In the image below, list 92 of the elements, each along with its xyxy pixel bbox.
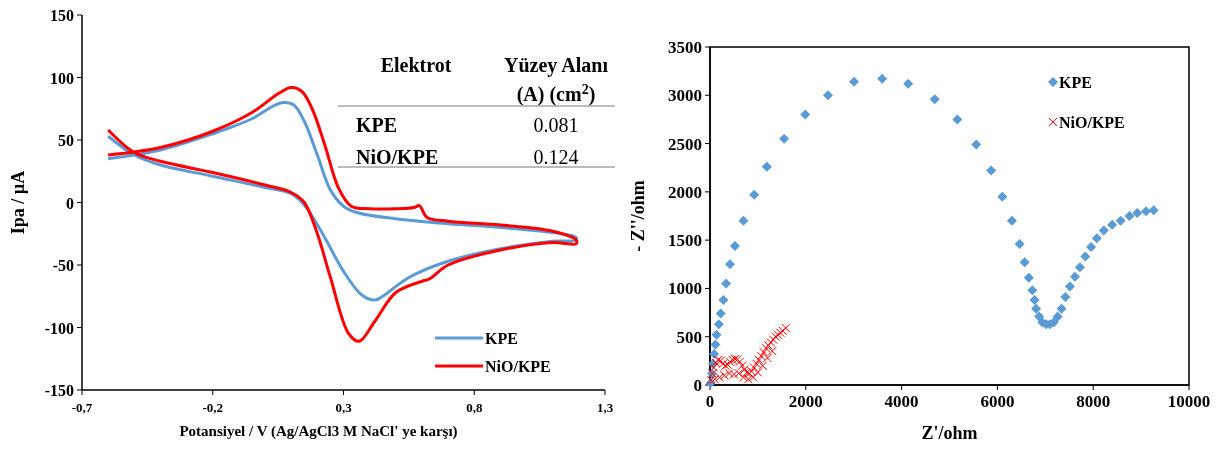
annotation: KPE [356,114,398,136]
point [877,73,888,84]
x-tick-label: 0,8 [466,400,483,415]
point [1023,272,1034,283]
y-tick-label: 50 [58,132,74,149]
legend-label: NiO/KPE [1059,114,1125,131]
point [1034,311,1045,322]
annotation: (A) (cm$^{2}$) [516,81,596,106]
y-tick-label: 1000 [668,279,702,299]
point [800,109,811,120]
point [903,78,914,89]
legend-label: KPE [1059,74,1092,91]
point [1074,262,1085,273]
point [929,94,940,105]
y-tick-label: 0 [693,376,702,395]
point [715,308,726,319]
point [761,161,772,172]
point [997,191,1008,202]
x-tick-label: 1,3 [596,400,614,415]
point [710,374,720,384]
point [729,240,740,251]
point [718,295,729,306]
y-tick-label: 2000 [668,182,702,202]
x-tick-label: -0,7 [71,400,93,415]
point [724,259,735,270]
point [713,319,724,330]
point [1064,281,1075,292]
y-tick-label: 0 [66,194,74,212]
point [749,189,760,200]
point [1056,303,1067,314]
y-tick-label: 500 [676,327,702,347]
point [1069,271,1080,282]
annotation: NiO/KPE [356,146,439,168]
y-tick-label: 3500 [668,38,702,57]
y-axis-title: - Z''/ohm [628,180,648,252]
y-tick-label: 3000 [668,86,702,106]
x-tick-label: 8000 [1076,392,1111,411]
annotation: 0.124 [533,146,579,168]
point [1006,215,1017,226]
x-tick-label: 4000 [884,392,919,411]
x-tick-label: 0 [705,392,715,411]
point [721,278,732,289]
annotation: 0.081 [533,114,579,136]
point [1107,219,1118,230]
y-axis-title: Ipa / µA [8,170,28,235]
point [1014,239,1025,250]
legend-label: NiO/KPE [485,358,551,375]
x-axis-title: Z'/ohm [921,423,978,443]
point [971,139,982,150]
point [1086,241,1097,252]
legend-label: KPE [485,330,518,347]
point [1132,208,1143,219]
point [849,76,860,87]
x-axis-title: Potansiyel / V (Ag/AgCl3 M NaCl' ye karşı) [179,423,458,440]
point [710,339,721,350]
point [986,165,997,176]
point [952,114,963,125]
point [709,363,719,373]
point [1140,206,1151,217]
point [1027,285,1038,296]
point [1091,233,1102,244]
point [1115,215,1126,226]
x-tick-label: 0,3 [335,400,353,415]
annotation: Yüzey Alanı [504,54,609,77]
y-tick-label: -50 [52,257,74,274]
point [1080,251,1091,262]
y-tick-label: 2500 [668,134,702,154]
x-tick-label: 6000 [980,392,1015,411]
annotation: Elektrot [380,54,452,76]
point [1029,295,1040,306]
y-tick-label: -100 [44,319,74,337]
point [738,215,749,226]
point [1019,257,1030,268]
point [1060,292,1071,303]
x-tick-label: 10000 [1167,392,1211,411]
point [1052,311,1063,322]
point [779,133,790,144]
y-tick-label: 150 [50,7,74,24]
x-tick-label: -0,2 [202,400,224,415]
point [1124,211,1135,221]
point [711,329,722,340]
y-tick-label: -150 [44,382,74,399]
point [1148,205,1159,216]
x-tick-label: 2000 [788,392,823,411]
y-tick-label: 1500 [668,231,702,251]
point [1031,303,1042,314]
point [737,361,747,371]
point [709,349,720,360]
point [743,374,753,384]
point [1098,225,1109,236]
point [822,90,833,101]
y-tick-label: 100 [50,69,74,87]
